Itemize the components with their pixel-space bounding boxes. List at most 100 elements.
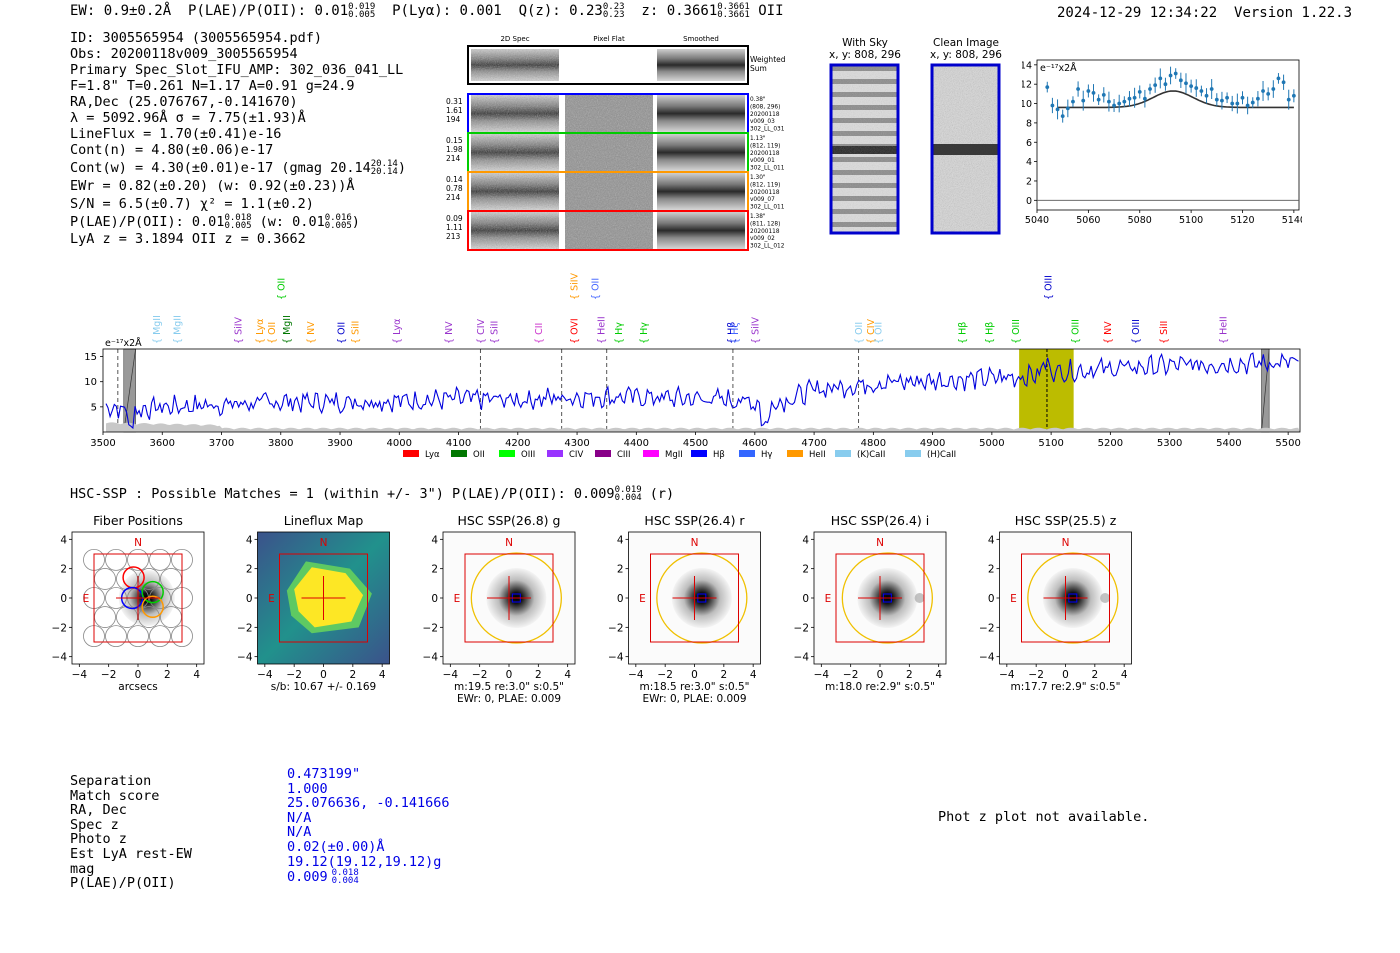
match-table-value: 0.473199": [287, 766, 361, 782]
panel-x-tick-label: 0: [506, 669, 513, 681]
line-id-label-text: { OIII: [1131, 319, 1142, 344]
legend-label: MgII: [665, 450, 683, 460]
info-lambda: λ = 5092.96Å σ = 7.75(±1.93)Å: [70, 110, 306, 126]
fiber-cutout-meta: (811, 128): [750, 221, 780, 227]
full-x-tick-label: 4000: [387, 438, 412, 449]
zoom-y-tick-label: 10: [1022, 99, 1032, 110]
line-id-label-text: { MgII: [282, 315, 293, 344]
panel-y-tick-label: −4: [237, 652, 253, 664]
zoom-data-point: [1148, 87, 1152, 91]
panel-x-tick-label: −4: [72, 669, 88, 681]
line-id-label-text: { CIV: [476, 319, 487, 344]
zoom-y-tick-label: 8: [1026, 118, 1032, 129]
panel-y-tick-label: 0: [246, 593, 253, 605]
fiber-cutout-meta: 20200118: [750, 151, 780, 157]
panel-x-tick-label: 2: [906, 669, 913, 681]
imaging-panel-title: HSC SSP(26.4) r: [644, 513, 745, 528]
weighted-sum-row: Weighted Sum: [467, 45, 786, 85]
zoom-data-point: [1225, 95, 1229, 100]
line-id-label-text: { NV: [1103, 321, 1114, 344]
with-sky-title: With Sky x, y: 808, 296: [829, 37, 901, 61]
line-id-label: { MgII: [152, 315, 163, 344]
full-x-tick-label: 4900: [920, 438, 945, 449]
panel-y-tick-label: −4: [52, 652, 68, 664]
panel-x-tick-label: −2: [657, 669, 672, 681]
line-id-label: { MgII: [282, 315, 293, 344]
match-table-value: N/A: [287, 809, 312, 826]
panel-x-tick-label: 4: [750, 669, 757, 681]
line-id-label-text: { HeII: [596, 316, 607, 344]
line-id-label: { NV: [444, 321, 455, 344]
zoom-data-point: [1199, 89, 1204, 93]
panel-y-tick-label: 0: [431, 593, 438, 605]
panel-x-tick-label: 0: [691, 669, 698, 681]
line-id-label: { OII: [276, 278, 287, 300]
fiber-cutout-stat: 1.98: [446, 145, 463, 154]
zoom-data-point: [1132, 95, 1137, 100]
match-table-key: P(LAE)/P(OII): [70, 875, 176, 892]
line-id-label-text: { SiIV: [234, 316, 245, 344]
imaging-panel-sublabel: m:18.0 re:2.9" s:0.5": [825, 681, 935, 693]
full-x-tick-label: 5100: [1038, 438, 1063, 449]
fiber-cutout-stat: 214: [446, 193, 461, 202]
panel-x-tick-label: −4: [628, 669, 644, 681]
full-x-tick-label: 3700: [209, 438, 234, 449]
imaging-panel: Fiber Positions N E −4 −4 −2 −2 0 0 2 2 4 4 arcsecs: [52, 513, 205, 693]
panel-x-tick-label: 2: [349, 669, 356, 681]
line-id-label: { Hγ: [639, 322, 650, 344]
header-version: Version 1.22.3: [1234, 5, 1353, 21]
highlighted-fiber: [141, 580, 164, 604]
header-timestamp: 2024-12-29 12:34:22: [1057, 5, 1218, 21]
line-id-label: { SiIV: [234, 316, 245, 344]
panel-y-tick-label: 2: [60, 564, 67, 576]
line-id-label: { Hγ: [614, 322, 625, 344]
zoom-data-point: [1209, 87, 1214, 91]
fiber-cutout-meta: 1.38": [750, 214, 766, 220]
zoom-data-point: [1281, 80, 1286, 85]
line-id-label: { SiII: [1159, 321, 1170, 344]
fiber-cutout-meta: 0.38": [750, 97, 766, 103]
line-id-label: { CII: [534, 323, 545, 344]
zoom-data-point: [1101, 92, 1106, 97]
north-marker: N: [320, 537, 328, 549]
match-table-key: Spec z: [70, 816, 119, 833]
line-id-label: { MgII: [173, 315, 184, 344]
zoom-data-point: [1261, 89, 1265, 93]
legend-swatch: [595, 450, 611, 457]
zoom-data-point: [1173, 71, 1178, 76]
north-marker: N: [505, 537, 513, 549]
legend-label: OII: [473, 450, 485, 460]
line-id-label-text: { HeII: [1218, 316, 1229, 344]
zoom-x-tick-label: 5040: [1025, 215, 1049, 226]
panel-x-tick-label: 0: [877, 669, 884, 681]
line-id-label: { OIII: [1070, 319, 1081, 344]
search-box: [835, 553, 925, 643]
zoom-axes-frame: [1036, 59, 1300, 211]
match-table-keys: Separation Match score RA, Dec Spec z Photo …: [70, 774, 192, 891]
imaging-panel-title: HSC SSP(25.5) z: [1015, 513, 1117, 528]
panel-y-tick-label: −4: [608, 652, 624, 664]
aperture-ellipse: [656, 552, 748, 644]
match-table-value: 0.02(±0.00)Å: [287, 838, 385, 855]
panel-x-tick-label: 4: [564, 669, 571, 681]
line-id-label-text: { NV: [444, 321, 455, 344]
zoom-data-point: [1250, 100, 1255, 105]
panel-y-tick-label: −2: [794, 622, 809, 634]
zoom-y-tick-label: 6: [1026, 138, 1032, 149]
panel-x-tick-label: 0: [135, 669, 142, 681]
zoom-data-point: [1050, 103, 1055, 108]
cutout-col-flat: Pixel Flat: [593, 35, 625, 43]
line-id-label: { SiIV: [750, 316, 761, 344]
panel-x-tick-label: 4: [935, 669, 942, 681]
zoom-data-point: [1091, 91, 1096, 95]
legend-label: CIV: [569, 450, 583, 460]
line-id-label: { CIV: [476, 319, 487, 344]
highlighted-fiber: [141, 595, 164, 619]
header-plya: P(Lyα): 0.001: [392, 3, 502, 19]
zoom-fit-line: [1057, 90, 1294, 109]
line-id-label-text: { OVI: [570, 318, 581, 344]
header-z: z: 0.3661: [641, 3, 718, 19]
